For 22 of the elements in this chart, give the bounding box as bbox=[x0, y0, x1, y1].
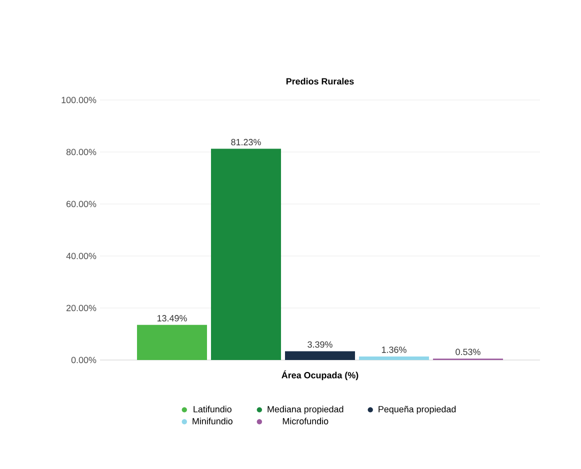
legend-label: Microfundio bbox=[282, 418, 328, 424]
y-tick-label: 60.00% bbox=[66, 200, 96, 208]
y-tick-label: 80.00% bbox=[66, 148, 96, 156]
bar bbox=[137, 324, 207, 360]
data-label: 1.36% bbox=[382, 346, 406, 353]
y-tick-label: 20.00% bbox=[66, 304, 96, 312]
data-label: 81.23% bbox=[231, 138, 261, 146]
x-axis-title: Área Ocupada (%) bbox=[282, 370, 358, 380]
legend-label: Latifundio bbox=[194, 406, 232, 412]
data-label: 13.49% bbox=[157, 315, 187, 322]
bar bbox=[211, 148, 282, 360]
bar bbox=[285, 351, 356, 360]
bar bbox=[359, 356, 430, 360]
y-tick-label: 100.00% bbox=[62, 96, 96, 104]
data-label: 3.39% bbox=[308, 341, 332, 348]
legend-label: Minifundio bbox=[192, 418, 232, 424]
chart-title: Predios Rurales bbox=[286, 78, 354, 85]
y-tick-label: 40.00% bbox=[66, 252, 96, 260]
data-label: 0.53% bbox=[456, 348, 480, 356]
y-tick-label: 0.00% bbox=[71, 356, 96, 364]
legend-label: Pequeña propiedad bbox=[378, 406, 456, 414]
legend-label: Mediana propiedad bbox=[268, 406, 344, 414]
